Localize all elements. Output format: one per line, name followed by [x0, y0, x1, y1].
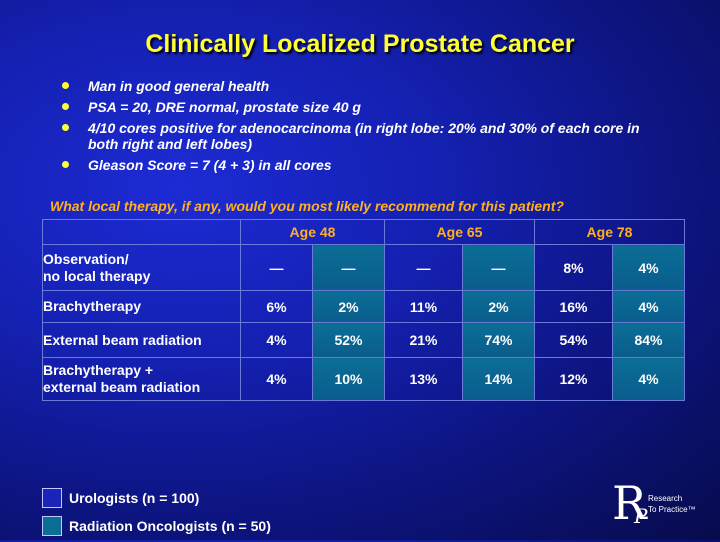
row-label: Observation/no local therapy	[42, 244, 241, 291]
age-header: Age 65	[384, 219, 535, 245]
bullet-dot-icon	[62, 161, 69, 168]
radiation-oncologist-cell: —	[462, 244, 535, 291]
slide-title: Clinically Localized Prostate Cancer	[145, 30, 575, 58]
bullet-item: Gleason Score = 7 (4 + 3) in all cores	[62, 157, 662, 173]
bullet-dot-icon	[62, 103, 69, 110]
row-label: External beam radiation	[42, 322, 241, 358]
legend-label: Radiation Oncologists (n = 50)	[69, 518, 271, 534]
case-bullets: Man in good general health PSA = 20, DRE…	[62, 78, 662, 178]
results-table: Age 48 Age 65 Age 78 Observation/no loca…	[42, 219, 685, 401]
radiation-oncologist-cell: 84%	[612, 322, 685, 358]
survey-question: What local therapy, if any, would you mo…	[50, 198, 564, 214]
logo-text-line1: Research	[648, 494, 683, 503]
age-header: Age 48	[240, 219, 385, 245]
urologist-cell: 11%	[384, 290, 463, 323]
table-row: Brachytherapy 6% 2% 11% 2% 16% 4%	[42, 290, 685, 323]
bullet-item: 4/10 cores positive for adenocarcinoma (…	[62, 120, 662, 152]
table-row: Brachytherapy + external beam radiation 4…	[42, 357, 685, 401]
table-row: External beam radiation 4% 52% 21% 74% 5…	[42, 322, 685, 358]
legend-item-radiation-oncologists: Radiation Oncologists (n = 50)	[42, 514, 271, 538]
logo-letter-r: R	[612, 476, 647, 530]
urologist-cell: 54%	[534, 322, 613, 358]
legend-item-urologists: Urologists (n = 100)	[42, 486, 271, 510]
legend-swatch-icon	[42, 516, 62, 536]
age-header: Age 78	[534, 219, 685, 245]
urologist-cell: 4%	[240, 322, 313, 358]
logo-text-line2: To Practice™	[648, 505, 696, 514]
radiation-oncologist-cell: 2%	[462, 290, 535, 323]
urologist-cell: —	[240, 244, 313, 291]
urologist-cell: 12%	[534, 357, 613, 401]
legend-label: Urologists (n = 100)	[69, 490, 200, 506]
urologist-cell: 13%	[384, 357, 463, 401]
radiation-oncologist-cell: 74%	[462, 322, 535, 358]
radiation-oncologist-cell: 4%	[612, 290, 685, 323]
header-empty-cell	[42, 219, 241, 245]
radiation-oncologist-cell: 2%	[312, 290, 385, 323]
table-header-row: Age 48 Age 65 Age 78	[42, 219, 685, 245]
legend-swatch-icon	[42, 488, 62, 508]
legend: Urologists (n = 100) Radiation Oncologis…	[42, 486, 271, 542]
logo-letter-p: P	[634, 504, 648, 528]
radiation-oncologist-cell: 4%	[612, 244, 685, 291]
row-label: Brachytherapy + external beam radiation	[42, 357, 241, 401]
urologist-cell: 4%	[240, 357, 313, 401]
radiation-oncologist-cell: 4%	[612, 357, 685, 401]
bullet-item: PSA = 20, DRE normal, prostate size 40 g	[62, 99, 662, 115]
radiation-oncologist-cell: 52%	[312, 322, 385, 358]
table-row: Observation/no local therapy — — — — 8% …	[42, 244, 685, 291]
radiation-oncologist-cell: 10%	[312, 357, 385, 401]
urologist-cell: —	[384, 244, 463, 291]
row-label: Brachytherapy	[42, 290, 241, 323]
radiation-oncologist-cell: 14%	[462, 357, 535, 401]
research-to-practice-logo: R P Research To Practice™	[612, 478, 712, 534]
radiation-oncologist-cell: —	[312, 244, 385, 291]
bullet-item: Man in good general health	[62, 78, 662, 94]
urologist-cell: 21%	[384, 322, 463, 358]
bullet-dot-icon	[62, 124, 69, 131]
urologist-cell: 6%	[240, 290, 313, 323]
urologist-cell: 16%	[534, 290, 613, 323]
urologist-cell: 8%	[534, 244, 613, 291]
bullet-dot-icon	[62, 82, 69, 89]
